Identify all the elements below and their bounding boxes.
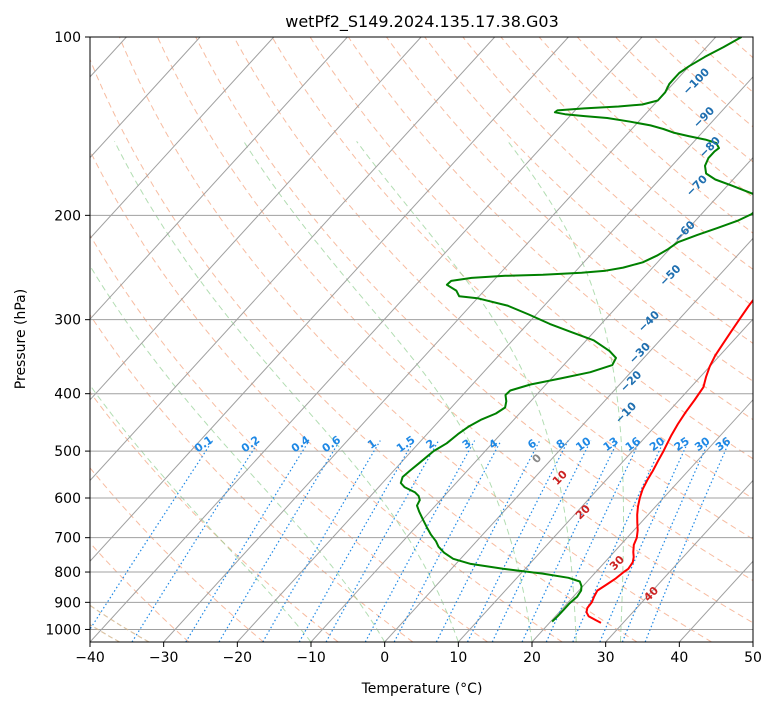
y-tick-label: 400 (54, 387, 81, 403)
mixing-ratio-line (364, 440, 476, 642)
x-tick-label: 50 (744, 650, 762, 666)
dry-adiabat-line (462, 37, 753, 307)
isotherm-line (605, 479, 753, 642)
isotherm-line (90, 37, 643, 642)
y-tick-label: 1000 (45, 622, 81, 638)
mixing-ratio-line (545, 440, 641, 642)
y-tick-label: 200 (54, 208, 81, 224)
mixing-ratio-line (325, 440, 440, 642)
isotherm-line (384, 237, 753, 642)
y-tick-label: 300 (54, 313, 81, 329)
isotherm-line (90, 37, 569, 563)
y-tick-label: 100 (54, 30, 81, 46)
isotherm-line (90, 37, 275, 240)
y-tick-label: 600 (54, 491, 81, 507)
dry-adiabat-line (500, 37, 753, 270)
isotherm-line (90, 37, 422, 401)
mixing-ratio-line (218, 440, 341, 642)
x-tick-label: −40 (75, 650, 105, 666)
dry-adiabat-line (271, 37, 753, 500)
y-tick-label: 500 (54, 444, 81, 460)
isotherm-line (163, 37, 717, 642)
mixing-ratio-line (491, 440, 592, 642)
mixing-ratio-line (185, 440, 310, 642)
x-tick-label: 30 (597, 650, 615, 666)
x-tick-label: −20 (223, 650, 253, 666)
y-tick-label: 900 (54, 595, 81, 611)
plot-frame (89, 36, 754, 643)
isotherm-line (310, 156, 753, 642)
mixing-ratio-line (131, 440, 260, 642)
isotherm-line (90, 37, 348, 320)
mixing-ratio-line (466, 440, 569, 642)
mixing-ratio-line (621, 440, 710, 642)
x-axis-label: Temperature (°C) (361, 681, 483, 697)
isotherm-line (90, 37, 496, 482)
x-tick-label: 10 (449, 650, 467, 666)
mixing-ratio-line (599, 440, 690, 642)
isotherm-line (531, 399, 753, 642)
x-tick-label: 40 (670, 650, 688, 666)
y-axis-label: Pressure (hPa) (13, 289, 29, 389)
isotherm-line (457, 318, 753, 642)
isotherm-line (90, 37, 201, 159)
chart-title: wetPf2_S149.2024.135.17.38.G03 (285, 12, 559, 32)
dry-adiabat-line (157, 37, 753, 624)
background-lines (90, 37, 753, 642)
mixing-ratio-line (262, 440, 381, 642)
y-tick-label: 700 (54, 531, 81, 547)
y-tick-label: 800 (54, 565, 81, 581)
sounding-profiles (399, 37, 753, 624)
axes: −40 −30 −20 −10 0 10 20 30 40 50 1000 900 800 700 600 5… (45, 30, 762, 666)
temperature-profile (585, 298, 753, 624)
x-tick-label: 20 (523, 650, 541, 666)
dry-adiabat-line (309, 37, 753, 460)
mixing-ratio-line (572, 440, 665, 642)
mixing-ratio-line (90, 440, 214, 631)
x-tick-label: −10 (296, 650, 326, 666)
dewpoint-profile (399, 37, 753, 623)
x-tick-label: 0 (380, 650, 389, 666)
mixing-ratio-line (298, 440, 415, 642)
x-tick-label: −30 (149, 650, 179, 666)
dry-adiabat-line (347, 37, 753, 421)
